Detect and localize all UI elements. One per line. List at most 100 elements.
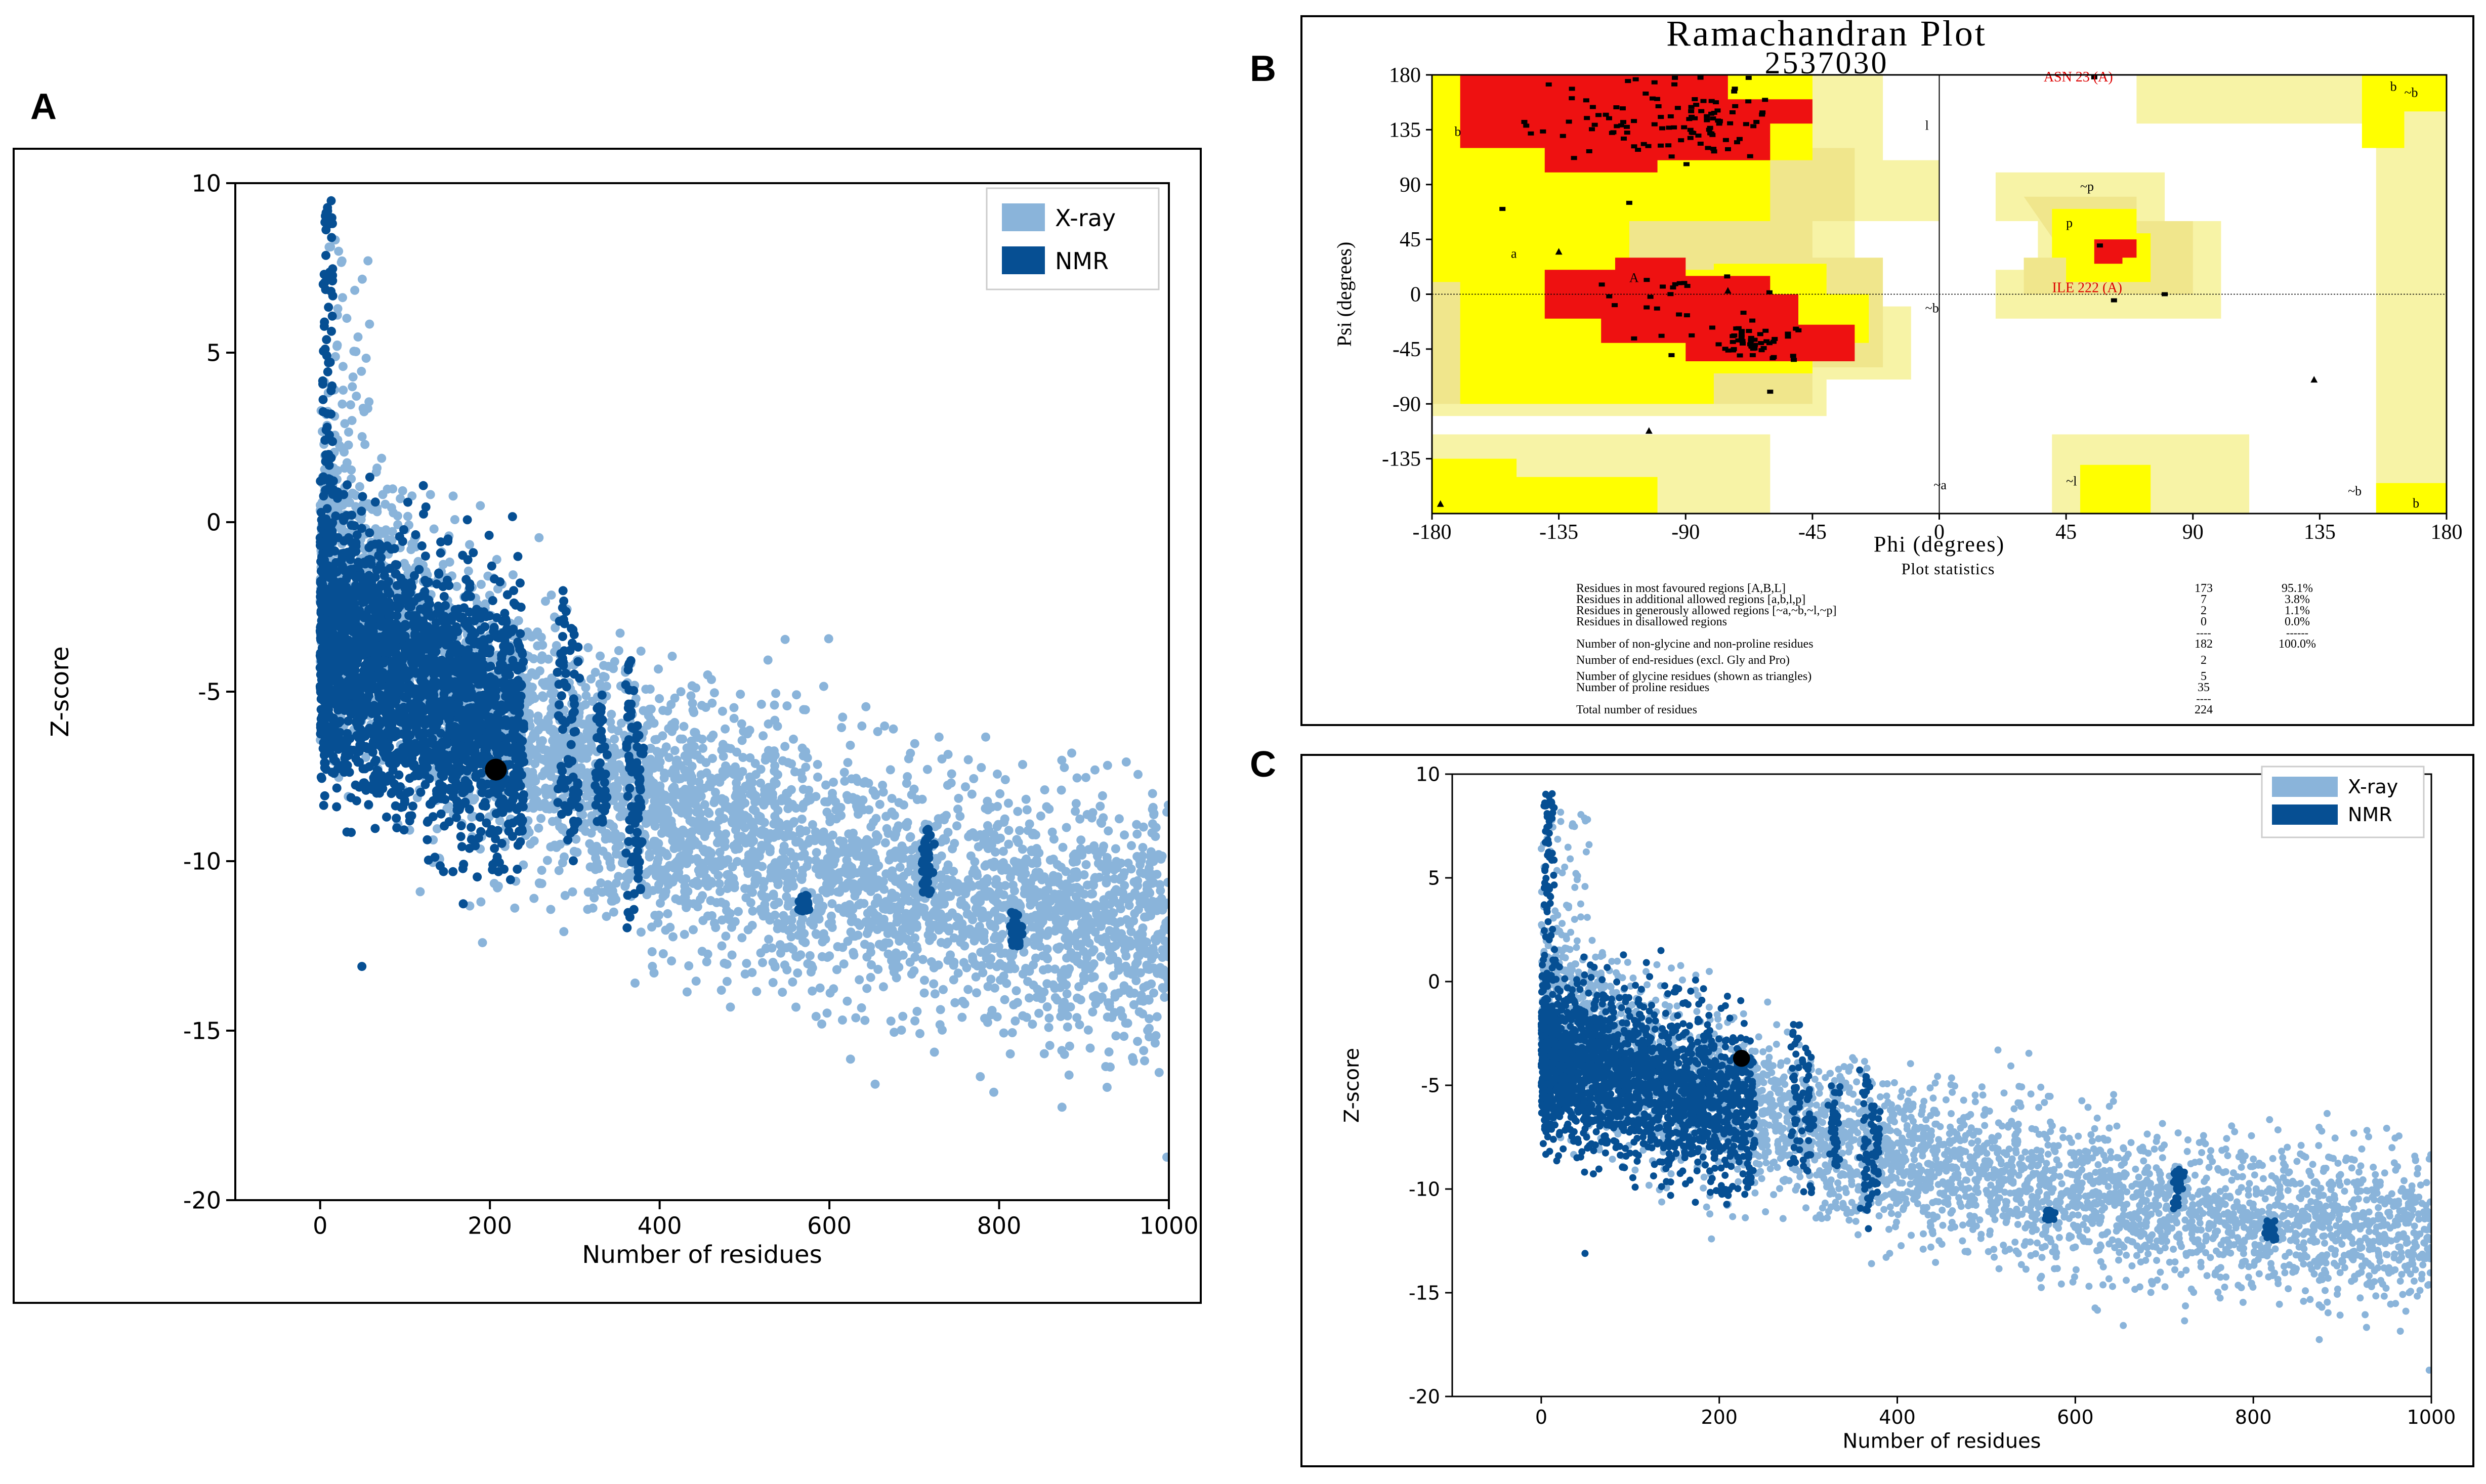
xray-point	[1145, 1032, 1154, 1042]
xray-point	[402, 563, 411, 572]
xray-point	[1028, 1020, 1037, 1029]
xray-point	[588, 903, 598, 913]
xray-point	[902, 779, 911, 788]
xray-point	[1162, 807, 1169, 817]
xray-point	[445, 557, 454, 567]
xray-point	[898, 1011, 908, 1021]
xray-point	[586, 674, 596, 684]
xray-point	[581, 691, 591, 700]
xray-point	[804, 785, 814, 795]
xray-point	[1012, 986, 1021, 996]
xray-point	[645, 685, 655, 694]
xray-point	[936, 1005, 945, 1014]
xray-point	[587, 697, 597, 706]
xray-point	[1090, 873, 1100, 882]
xray-point	[1015, 826, 1024, 835]
xray-point	[896, 880, 905, 889]
xray-point	[991, 847, 1000, 857]
xray-point	[736, 690, 745, 699]
xray-point	[1010, 964, 1020, 973]
xray-point	[856, 852, 865, 861]
nmr-point	[357, 506, 366, 516]
xray-point	[948, 844, 957, 854]
xray-point	[706, 733, 716, 743]
xray-point	[963, 985, 973, 994]
xray-point	[1057, 785, 1066, 795]
xray-point	[717, 941, 727, 951]
xray-point	[1035, 942, 1045, 951]
xray-point	[621, 880, 630, 890]
xray-point	[663, 706, 672, 716]
xray-point	[887, 893, 896, 902]
xray-point	[878, 781, 888, 790]
xray-point	[1096, 817, 1106, 827]
xray-point	[1133, 930, 1143, 940]
xray-point	[793, 837, 803, 846]
xray-point	[968, 952, 977, 962]
xray-point	[1081, 860, 1091, 869]
xray-point	[690, 728, 699, 737]
xray-point	[1149, 963, 1159, 973]
xray-point	[773, 880, 783, 889]
nmr-point	[357, 962, 367, 971]
panel-label-b: B	[1250, 49, 1276, 89]
xray-point	[773, 871, 783, 881]
xray-point	[873, 832, 882, 841]
xray-point	[598, 846, 608, 856]
xray-point	[1028, 846, 1037, 856]
xray-point	[1104, 1047, 1114, 1057]
xray-point	[1007, 947, 1017, 957]
xray-point	[703, 670, 712, 680]
xray-point	[862, 984, 872, 993]
xray-point	[1031, 953, 1040, 963]
xray-point	[933, 820, 942, 830]
xray-point	[693, 807, 703, 816]
xray-point	[679, 722, 689, 731]
xray-point	[1133, 770, 1143, 779]
nmr-point	[436, 809, 446, 819]
xray-point	[783, 804, 793, 814]
xray-point	[963, 909, 973, 919]
xray-point	[765, 915, 775, 925]
xray-point	[495, 816, 504, 826]
xray-point	[1087, 973, 1097, 983]
xray-point	[1004, 826, 1014, 835]
xray-point	[1085, 903, 1094, 912]
xray-point	[868, 907, 877, 917]
xray-point	[682, 846, 691, 856]
xray-point	[672, 828, 682, 837]
xray-point	[589, 893, 599, 903]
xray-point	[895, 863, 905, 872]
xray-point	[1063, 1022, 1072, 1032]
xray-point	[1091, 999, 1101, 1008]
xray-point	[1139, 996, 1148, 1006]
xray-point	[1091, 991, 1101, 1000]
xray-point	[867, 960, 876, 969]
xray-point	[919, 988, 929, 998]
xray-point	[974, 880, 984, 890]
xray-point	[838, 838, 848, 848]
xray-point	[1086, 918, 1096, 927]
xray-point	[1110, 887, 1119, 897]
xray-point	[589, 847, 599, 857]
xray-point	[552, 754, 561, 764]
xray-point	[813, 772, 822, 782]
xray-point	[1142, 938, 1151, 947]
xray-point	[866, 886, 875, 896]
xray-point	[906, 861, 916, 870]
xray-point	[897, 898, 906, 907]
xray-point	[846, 927, 856, 937]
xray-point	[1025, 819, 1034, 829]
xray-point	[576, 741, 585, 751]
xray-point	[1014, 838, 1023, 847]
xray-point	[901, 820, 911, 829]
xray-point	[986, 943, 996, 953]
xray-point	[1050, 984, 1060, 993]
xray-point	[873, 727, 882, 736]
xray-point	[1052, 995, 1062, 1005]
xray-point	[920, 976, 929, 985]
xray-point	[805, 951, 815, 960]
xray-point	[894, 798, 904, 808]
xray-point	[880, 721, 890, 731]
xray-point	[788, 977, 797, 987]
